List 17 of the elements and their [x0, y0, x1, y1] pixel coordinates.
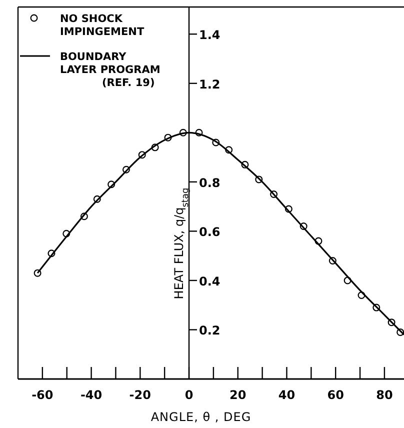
- y-tick-label: 0.8: [199, 176, 220, 190]
- x-tick-label: 40: [278, 388, 296, 402]
- x-tick-label: 0: [184, 388, 194, 402]
- x-tick-label: 60: [327, 388, 344, 402]
- x-tick-label: -40: [80, 388, 102, 402]
- y-tick-label: 1.4: [199, 28, 220, 42]
- y-tick-label: 0.6: [199, 225, 220, 240]
- y-tick-label: 1.2: [199, 77, 220, 92]
- x-tick-label: -60: [32, 388, 54, 402]
- y-tick-label: 0.2: [199, 324, 220, 338]
- legend-label: NO SHOCK IMPINGEMENT: [60, 13, 145, 38]
- legend-label: BOUNDARY LAYER PROGRAM (REF. 19): [60, 51, 160, 89]
- y-tick-label: 0.4: [199, 274, 220, 288]
- x-tick-label: -20: [129, 388, 151, 402]
- x-tick-label: 80: [376, 388, 393, 402]
- x-tick-label: 20: [230, 388, 246, 402]
- x-axis-title: ANGLE, θ , DEG: [150, 410, 252, 424]
